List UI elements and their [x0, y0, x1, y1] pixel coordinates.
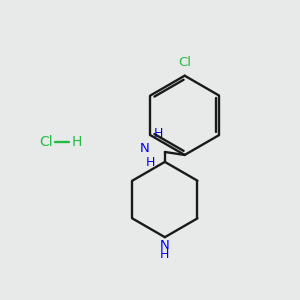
Text: N: N — [140, 142, 150, 154]
Text: H: H — [154, 127, 164, 140]
Text: Cl: Cl — [178, 56, 191, 69]
Text: Cl: Cl — [39, 135, 53, 149]
Text: H: H — [72, 135, 82, 149]
Text: H: H — [145, 156, 155, 169]
Text: H: H — [160, 248, 170, 261]
Text: N: N — [160, 239, 170, 252]
